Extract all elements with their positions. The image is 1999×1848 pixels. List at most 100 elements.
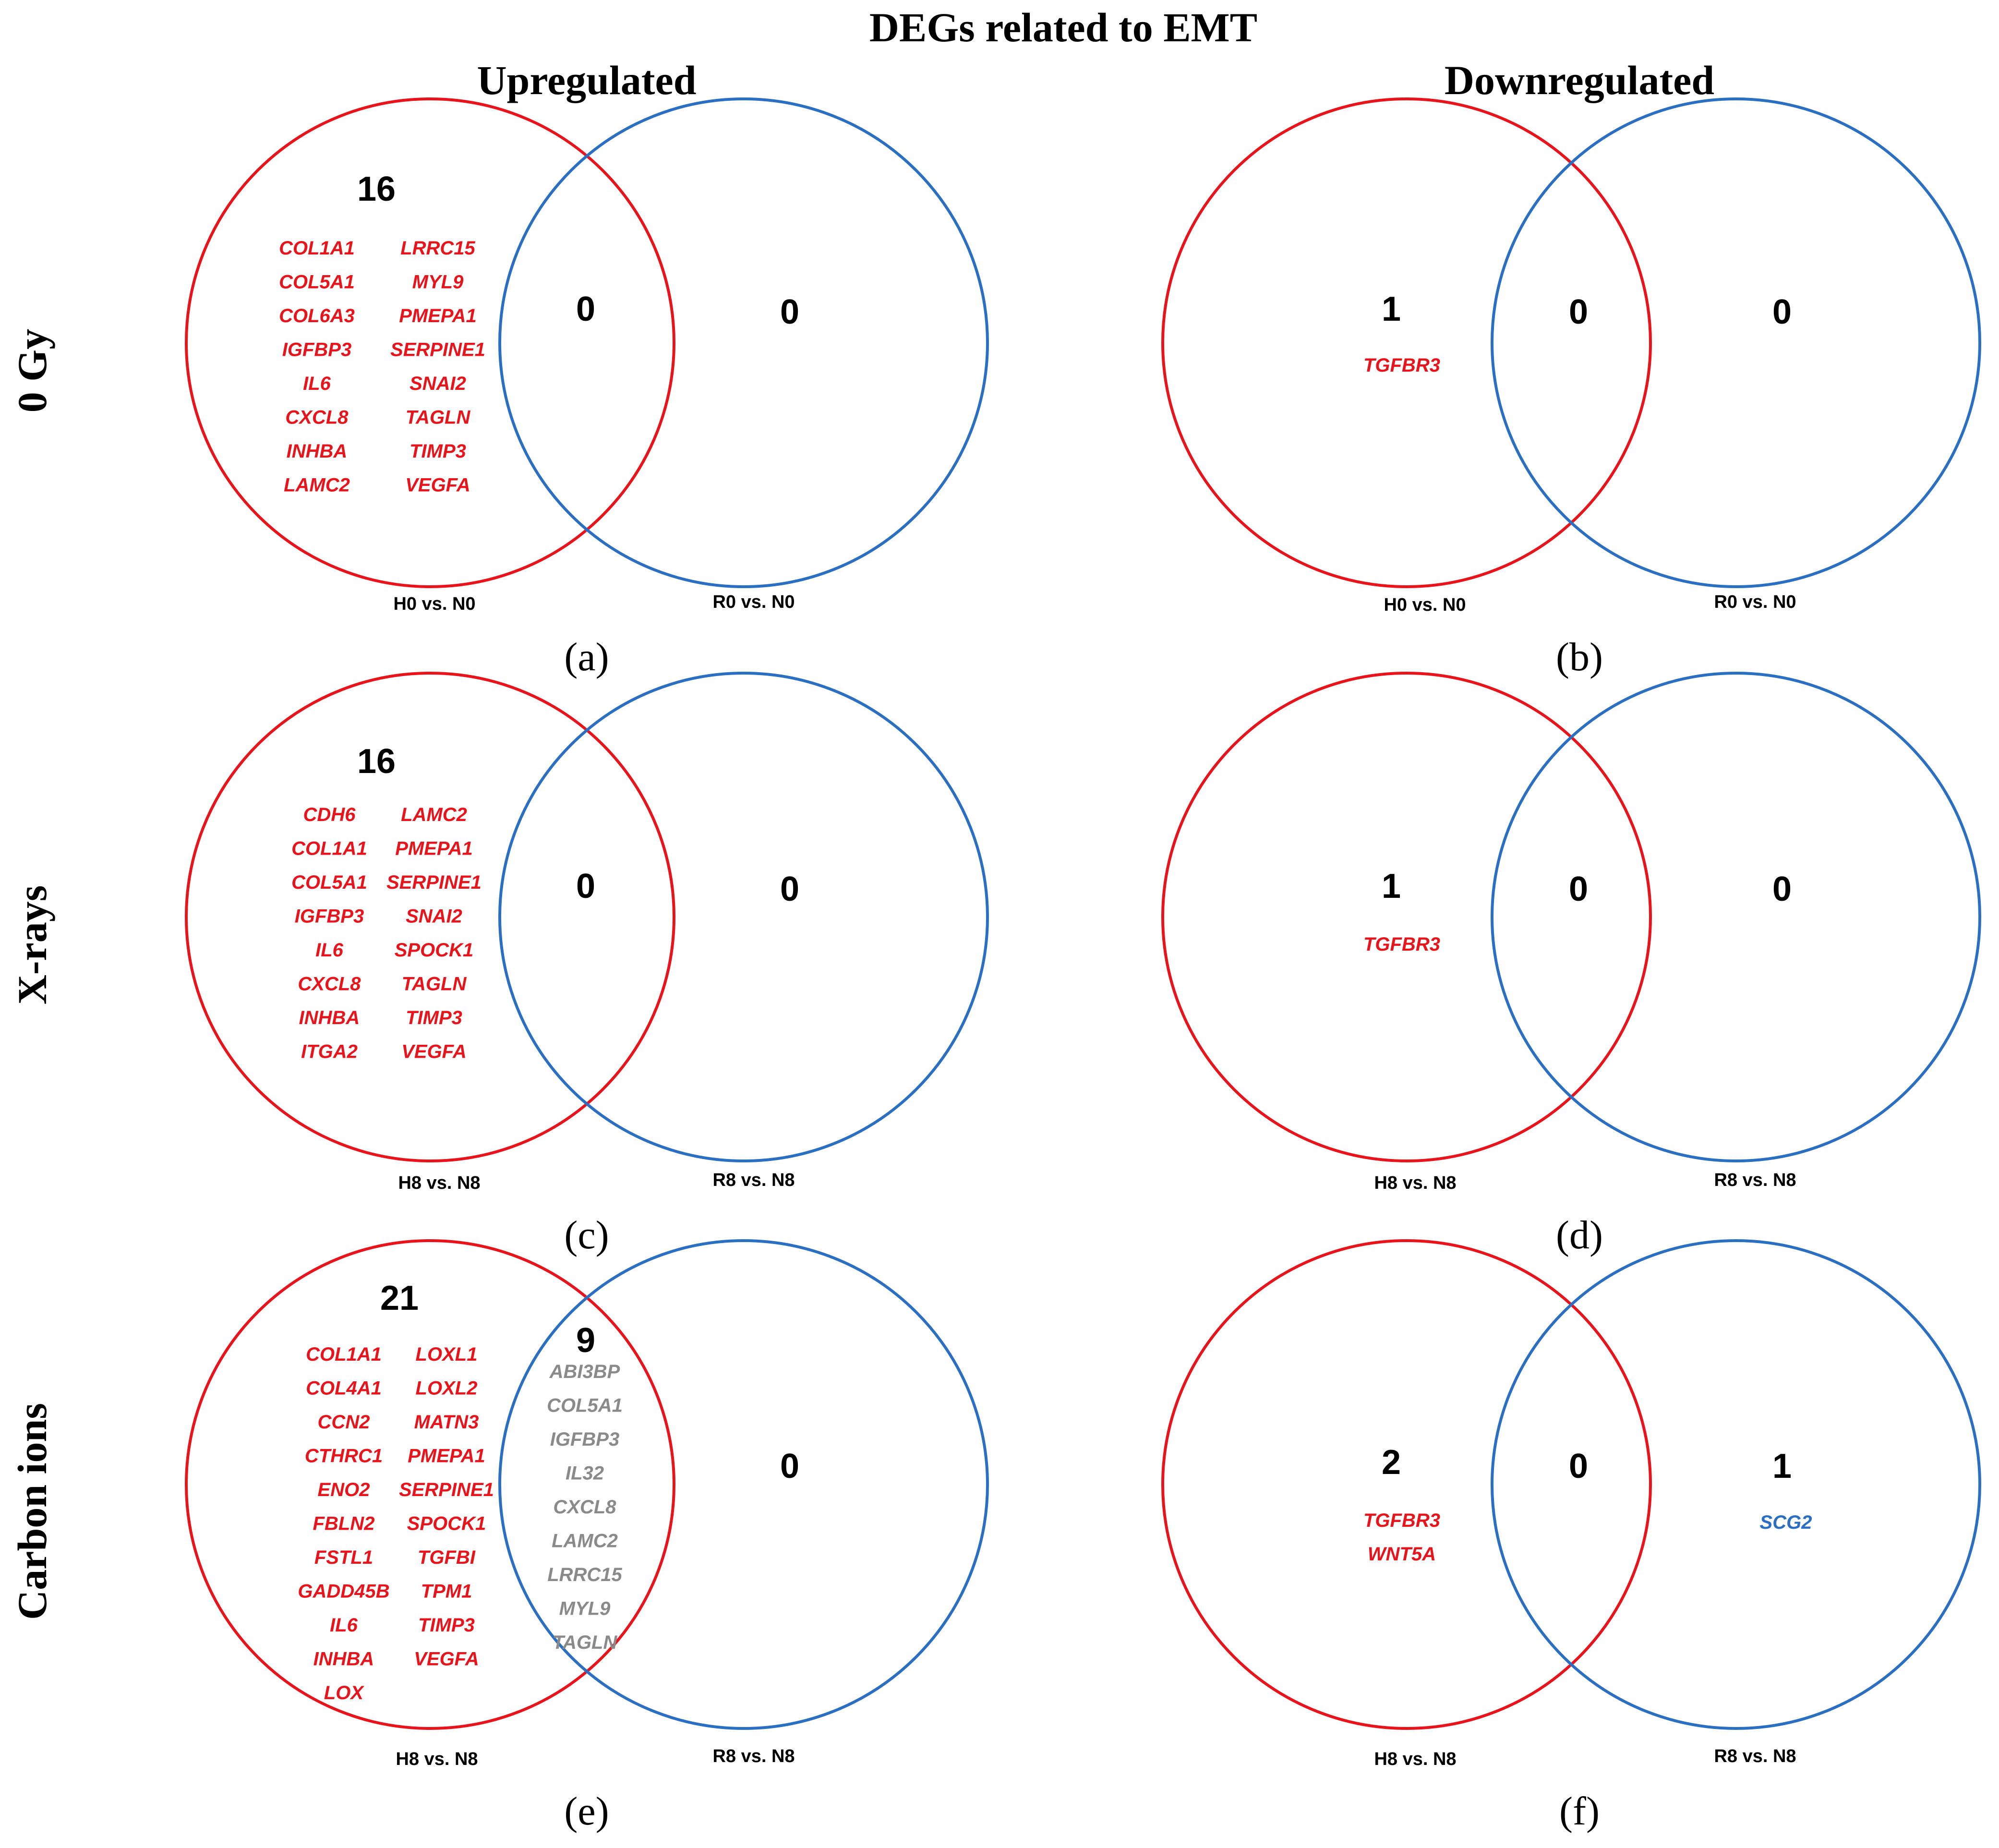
gene-label: TPM1 [421,1581,472,1602]
left-gene-list-col2: LAMC2 PMEPA1 SERPINE1 SNAI2 SPOCK1 TAGLN TIMP3… [386,804,482,1063]
gene-label: LAMC2 [284,475,350,496]
gene-label: SCG2 [1760,1512,1812,1533]
gene-label: MYL9 [412,272,464,293]
gene-label: IL6 [330,1615,358,1636]
gene-label: TIMP3 [409,441,466,462]
gene-label: CDH6 [303,804,356,825]
left-circle-label: H0 vs. N0 [1384,595,1466,615]
gene-label: TIMP3 [418,1615,475,1636]
gene-label: TGFBR3 [1363,355,1440,376]
right-circle [498,672,989,1162]
right-circle-label: R0 vs. N0 [1714,592,1796,612]
gene-label: MATN3 [414,1412,479,1433]
figure-title: DEGs related to EMT [869,4,1257,50]
left-circle [1161,672,1652,1162]
left-count: 1 [1382,867,1401,906]
right-circle-label: R0 vs. N0 [712,592,795,612]
gene-label: TGFBI [418,1547,476,1568]
left-count: 2 [1382,1443,1401,1482]
gene-label: SNAI2 [406,906,462,927]
left-circle-label: H8 vs. N8 [1374,1749,1456,1769]
right-gene-list: SCG2 [1760,1512,1812,1533]
gene-label: COL5A1 [291,872,367,893]
left-gene-list-col2: LRRC15 MYL9 PMEPA1 SERPINE1 SNAI2 TAGLN TIMP3 V… [390,238,485,496]
overlap-count: 0 [576,290,595,328]
right-circle [498,1239,989,1730]
panel-label-c: (c) [564,1213,609,1257]
gene-label: IGFBP3 [295,906,364,927]
right-circle-label: R8 vs. N8 [1714,1746,1796,1766]
gene-label: COL5A1 [279,272,355,293]
right-count: 0 [780,870,799,908]
gene-label: IGFBP3 [282,339,351,361]
gene-label: GADD45B [298,1581,389,1602]
gene-label: COL5A1 [547,1395,623,1416]
right-count: 1 [1772,1447,1792,1486]
gene-label: ABI3BP [549,1361,620,1382]
left-circle [185,1239,675,1730]
gene-label: SPOCK1 [407,1513,486,1534]
gene-label: INHBA [287,441,348,462]
gene-label: IL6 [315,940,344,961]
left-circle-label: H8 vs. N8 [396,1749,478,1769]
left-circle [1161,1239,1652,1730]
gene-label: VEGFA [405,475,470,496]
left-gene-list: TGFBR3 WNT5A [1363,1510,1440,1565]
gene-label: ITGA2 [301,1041,358,1063]
gene-label: COL1A1 [306,1344,382,1365]
overlap-count: 0 [1569,870,1588,908]
row-header-xrays: X-rays [9,885,55,1004]
gene-label: SERPINE1 [390,339,485,361]
gene-label: VEGFA [401,1041,467,1063]
gene-label: LRRC15 [400,238,475,259]
left-count: 21 [380,1279,419,1317]
overlap-count: 0 [1569,293,1588,331]
gene-label: LOXL1 [416,1344,478,1365]
venn-panel-b: 1 0 0 TGFBR3 H0 vs. N0 R0 vs. N0 (b) [1161,97,1981,679]
venn-panel-d: 1 0 0 TGFBR3 H8 vs. N8 R8 vs. N8 (d) [1161,672,1981,1257]
right-circle-label: R8 vs. N8 [1714,1170,1796,1190]
gene-label: PMEPA1 [395,838,473,859]
right-circle-label: R8 vs. N8 [712,1170,795,1190]
venn-panel-e: 21 9 0 COL1A1 COL4A1 CCN2 CTHRC1 ENO2 FBLN2 FS… [185,1239,989,1834]
venn-panel-a: 16 0 0 COL1A1 COL5A1 COL6A3 IGFBP3 IL6 CXCL8 I… [185,97,989,679]
gene-label: SPOCK1 [395,940,474,961]
gene-label: TAGLN [402,974,467,995]
gene-label: CXCL8 [298,974,361,995]
left-count: 1 [1382,290,1401,328]
gene-label: LRRC15 [547,1564,622,1585]
gene-label: TAGLN [553,1632,618,1653]
right-circle [1491,1239,1981,1730]
gene-label: SERPINE1 [399,1479,494,1500]
left-gene-list-col1: CDH6 COL1A1 COL5A1 IGFBP3 IL6 CXCL8 INHBA ITGA2 [291,804,367,1063]
gene-label: CXCL8 [285,407,349,428]
left-gene-list: TGFBR3 [1363,355,1440,376]
venn-panel-f: 2 0 1 TGFBR3 WNT5A SCG2 H8 vs. N8 R8 vs. … [1161,1239,1981,1834]
row-header-carbon-ions: Carbon ions [9,1403,55,1620]
gene-label: WNT5A [1368,1544,1436,1565]
right-circle [1491,672,1981,1162]
gene-label: TIMP3 [406,1007,462,1028]
left-circle [185,97,675,588]
gene-label: SNAI2 [409,373,466,394]
gene-label: IL32 [566,1463,604,1484]
right-count: 0 [780,293,799,331]
gene-label: COL1A1 [279,238,355,259]
gene-label: LOXL2 [416,1378,478,1399]
right-circle [1491,97,1981,588]
gene-label: LAMC2 [552,1531,618,1552]
left-count: 16 [357,742,396,781]
left-gene-list-col1: COL1A1 COL5A1 COL6A3 IGFBP3 IL6 CXCL8 INHBA LAM… [279,238,355,496]
venn-panel-c: 16 0 0 CDH6 COL1A1 COL5A1 IGFBP3 IL6 CXCL8 INH… [185,672,989,1257]
right-count: 0 [780,1447,799,1486]
panel-label-e: (e) [564,1789,609,1834]
gene-label: CTHRC1 [305,1446,383,1467]
gene-label: CXCL8 [553,1497,616,1518]
gene-label: MYL9 [559,1598,611,1619]
gene-label: CCN2 [318,1412,370,1433]
left-gene-list-col1: COL1A1 COL4A1 CCN2 CTHRC1 ENO2 FBLN2 FSTL1 GADD… [298,1344,389,1703]
overlap-count: 0 [1569,1447,1588,1486]
gene-label: PMEPA1 [408,1446,485,1467]
gene-label: FBLN2 [313,1513,375,1534]
